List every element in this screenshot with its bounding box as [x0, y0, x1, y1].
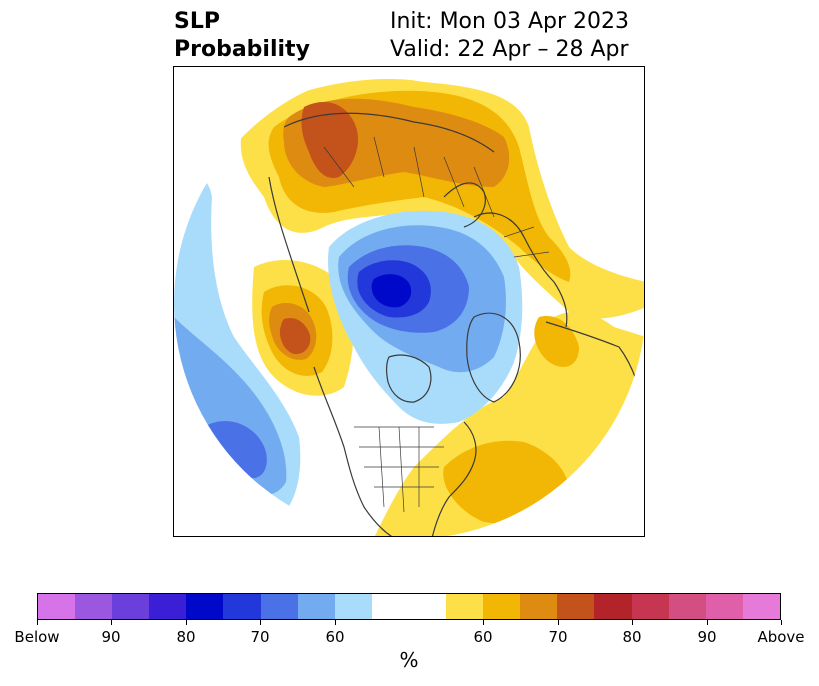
above-90-urals — [301, 102, 359, 178]
cb-label-70-below: 70 — [250, 628, 270, 646]
colorbar-tick — [631, 620, 633, 625]
border-lines-us — [354, 426, 444, 513]
colorbar-tick — [334, 620, 336, 625]
colorbar-segment — [149, 594, 187, 619]
map-panel — [173, 66, 645, 537]
coastline-north-america-west — [313, 366, 395, 536]
coastline-scandinavia — [443, 182, 486, 228]
coastline-greenland — [466, 312, 521, 403]
colorbar-segment — [631, 594, 669, 619]
colorbar-segment — [38, 594, 76, 619]
coastline-hudson-bay — [386, 354, 432, 403]
colorbar-tick — [780, 620, 782, 625]
cb-label-80-below: 80 — [176, 628, 196, 646]
below-80-pacific — [202, 421, 267, 479]
cb-label-80-above: 80 — [622, 628, 642, 646]
cb-label-below: Below — [14, 628, 60, 646]
colorbar-tick — [482, 620, 484, 625]
colorbar-segment — [483, 594, 521, 619]
colorbar-segment — [334, 594, 372, 619]
coastline-europe — [473, 212, 568, 328]
colorbar-tick — [110, 620, 112, 625]
colorbar-tick — [185, 620, 187, 625]
below-max-arctic — [371, 274, 412, 308]
colorbar-tick — [259, 620, 261, 625]
cb-label-90-below: 90 — [101, 628, 121, 646]
colorbar-segment — [446, 594, 484, 619]
colorbar-segment — [223, 594, 261, 619]
cb-label-70-above: 70 — [548, 628, 568, 646]
colorbar-segment — [260, 594, 298, 619]
title-right: Init: Mon 03 Apr 2023 Valid: 22 Apr – 28… — [390, 8, 629, 64]
colorbar-segment — [557, 594, 595, 619]
coastline-asia-north — [283, 112, 495, 153]
colorbar-tick — [36, 620, 38, 625]
colorbar-segment — [297, 594, 335, 619]
title-product: Probability — [174, 37, 310, 62]
colorbar-segment — [408, 594, 447, 619]
probability-map — [174, 78, 644, 536]
cb-label-above: Above — [757, 628, 805, 646]
colorbar-segment — [112, 594, 150, 619]
colorbar-segment — [705, 594, 743, 619]
cb-label-60-below: 60 — [325, 628, 345, 646]
title-variable: SLP — [174, 9, 220, 34]
colorbar-segment — [371, 594, 409, 619]
coastline-asia-east — [268, 176, 310, 313]
colorbar-segment — [742, 594, 780, 619]
colorbar-segment — [594, 594, 632, 619]
valid-range: Valid: 22 Apr – 28 Apr — [390, 37, 629, 62]
colorbar-tick — [706, 620, 708, 625]
cb-label-90-above: 90 — [697, 628, 717, 646]
above-90-siberia — [279, 317, 311, 355]
cb-label-60-above: 60 — [473, 628, 493, 646]
coastline-north-america-east — [431, 421, 477, 536]
colorbar-unit: % — [399, 648, 419, 672]
colorbar-segment — [186, 594, 224, 619]
colorbar-tick — [557, 620, 559, 625]
colorbar-segment — [520, 594, 558, 619]
colorbar-segment — [668, 594, 706, 619]
init-date: Init: Mon 03 Apr 2023 — [390, 9, 629, 34]
title-left: SLP Probability — [174, 8, 310, 64]
colorbar — [37, 593, 781, 620]
colorbar-segment — [75, 594, 113, 619]
